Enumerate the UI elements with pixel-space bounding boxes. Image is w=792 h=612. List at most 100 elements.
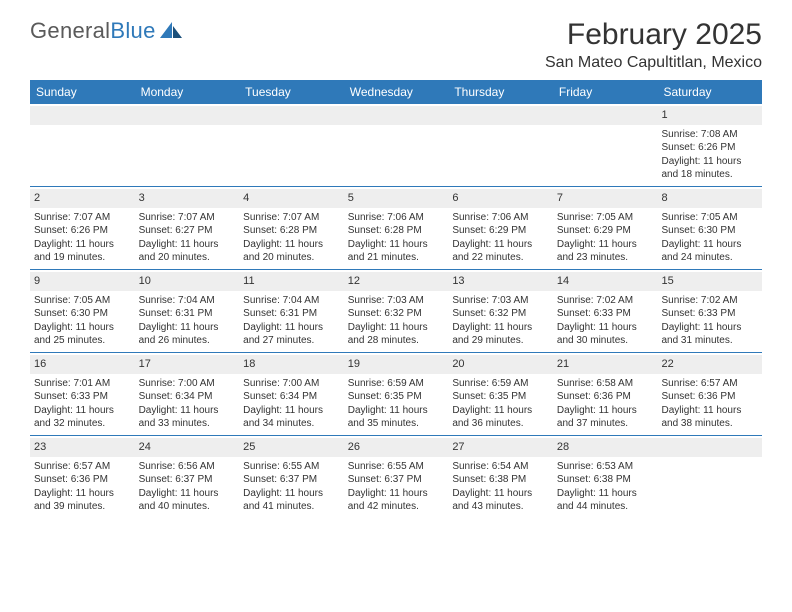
sunset-line: Sunset: 6:28 PM <box>348 224 445 238</box>
sunrise-line: Sunrise: 7:04 AM <box>139 294 236 308</box>
sunrise-line: Sunrise: 7:02 AM <box>661 294 758 308</box>
daylight-line: Daylight: 11 hours and 42 minutes. <box>348 487 445 514</box>
sunset-line: Sunset: 6:35 PM <box>348 390 445 404</box>
sunrise-line: Sunrise: 6:55 AM <box>243 460 340 474</box>
sunrise-line: Sunrise: 6:53 AM <box>557 460 654 474</box>
sunrise-line: Sunrise: 6:54 AM <box>452 460 549 474</box>
sunrise-line: Sunrise: 6:57 AM <box>34 460 131 474</box>
week-row: 23 Sunrise: 6:57 AMSunset: 6:36 PM Dayligh… <box>30 435 762 518</box>
sunrise-line: Sunrise: 7:03 AM <box>348 294 445 308</box>
empty-day <box>553 104 658 186</box>
daynum-bar-empty <box>239 106 344 125</box>
sunrise-line: Sunrise: 6:59 AM <box>348 377 445 391</box>
daylight-line: Daylight: 11 hours and 34 minutes. <box>243 404 340 431</box>
sunset-line: Sunset: 6:26 PM <box>661 141 758 155</box>
weekday-header: Sunday <box>30 80 135 104</box>
day-cell: 13Sunrise: 7:03 AMSunset: 6:32 PMDayligh… <box>448 270 553 352</box>
sunrise-line: Sunrise: 7:01 AM <box>34 377 131 391</box>
empty-day <box>239 104 344 186</box>
logo-word-2: Blue <box>110 18 155 44</box>
daylight-line: Daylight: 11 hours and 23 minutes. <box>557 238 654 265</box>
daylight-line: Daylight: 11 hours and 18 minutes. <box>661 155 758 182</box>
day-number: 6 <box>448 189 553 208</box>
sunset-line: Sunset: 6:29 PM <box>452 224 549 238</box>
day-cell: 16Sunrise: 7:01 AMSunset: 6:33 PMDayligh… <box>30 353 135 435</box>
week-row: 9Sunrise: 7:05 AMSunset: 6:30 PMDaylight… <box>30 269 762 352</box>
weekday-header: Tuesday <box>239 80 344 104</box>
sunset-line: Sunset: 6:30 PM <box>34 307 131 321</box>
day-number: 12 <box>344 272 449 291</box>
sunset-line: Sunset: 6:31 PM <box>243 307 340 321</box>
day-cell: 27 Sunrise: 6:54 AMSunset: 6:38 PMDayligh… <box>448 436 553 518</box>
daylight-line: Daylight: 11 hours and 19 minutes. <box>34 238 131 265</box>
day-number: 27 <box>448 438 553 457</box>
title-block: February 2025 San Mateo Capultitlan, Mex… <box>545 18 762 72</box>
weekday-header: Wednesday <box>344 80 449 104</box>
sunset-line: Sunset: 6:38 PM <box>557 473 654 487</box>
sunset-line: Sunset: 6:32 PM <box>452 307 549 321</box>
sunrise-line: Sunrise: 7:05 AM <box>34 294 131 308</box>
day-cell: 17Sunrise: 7:00 AMSunset: 6:34 PMDayligh… <box>135 353 240 435</box>
day-number: 5 <box>344 189 449 208</box>
empty-day <box>135 104 240 186</box>
daylight-line: Daylight: 11 hours and 30 minutes. <box>557 321 654 348</box>
sunset-line: Sunset: 6:32 PM <box>348 307 445 321</box>
daylight-line: Daylight: 11 hours and 44 minutes. <box>557 487 654 514</box>
day-number: 17 <box>135 355 240 374</box>
day-cell: 1Sunrise: 7:08 AMSunset: 6:26 PMDaylight… <box>657 104 762 186</box>
location-label: San Mateo Capultitlan, Mexico <box>545 54 762 72</box>
sunrise-line: Sunrise: 7:07 AM <box>243 211 340 225</box>
weekday-header: Thursday <box>448 80 553 104</box>
day-cell: 6Sunrise: 7:06 AMSunset: 6:29 PMDaylight… <box>448 187 553 269</box>
sunset-line: Sunset: 6:38 PM <box>452 473 549 487</box>
daylight-line: Daylight: 11 hours and 20 minutes. <box>243 238 340 265</box>
day-cell: 25Sunrise: 6:55 AMSunset: 6:37 PMDayligh… <box>239 436 344 518</box>
day-number: 21 <box>553 355 658 374</box>
day-cell: 4Sunrise: 7:07 AMSunset: 6:28 PMDaylight… <box>239 187 344 269</box>
day-cell: 28 Sunrise: 6:53 AMSunset: 6:38 PMDayligh… <box>553 436 658 518</box>
sunset-line: Sunset: 6:33 PM <box>557 307 654 321</box>
week-row: 16Sunrise: 7:01 AMSunset: 6:33 PMDayligh… <box>30 352 762 435</box>
day-number: 7 <box>553 189 658 208</box>
daylight-line: Daylight: 11 hours and 25 minutes. <box>34 321 131 348</box>
day-cell: 14Sunrise: 7:02 AMSunset: 6:33 PMDayligh… <box>553 270 658 352</box>
daylight-line: Daylight: 11 hours and 27 minutes. <box>243 321 340 348</box>
sunrise-line: Sunrise: 6:59 AM <box>452 377 549 391</box>
sunset-line: Sunset: 6:28 PM <box>243 224 340 238</box>
empty-day <box>344 104 449 186</box>
day-number: 25 <box>239 438 344 457</box>
day-number: 1 <box>657 106 762 125</box>
sunset-line: Sunset: 6:29 PM <box>557 224 654 238</box>
daylight-line: Daylight: 11 hours and 43 minutes. <box>452 487 549 514</box>
daylight-line: Daylight: 11 hours and 20 minutes. <box>139 238 236 265</box>
sunset-line: Sunset: 6:36 PM <box>34 473 131 487</box>
day-number: 28 <box>553 438 658 457</box>
day-number: 26 <box>344 438 449 457</box>
day-cell: 8Sunrise: 7:05 AMSunset: 6:30 PMDaylight… <box>657 187 762 269</box>
sunset-line: Sunset: 6:34 PM <box>139 390 236 404</box>
daylight-line: Daylight: 11 hours and 35 minutes. <box>348 404 445 431</box>
day-number: 19 <box>344 355 449 374</box>
day-cell: 22Sunrise: 6:57 AMSunset: 6:36 PMDayligh… <box>657 353 762 435</box>
sunset-line: Sunset: 6:36 PM <box>661 390 758 404</box>
day-cell: 18Sunrise: 7:00 AMSunset: 6:34 PMDayligh… <box>239 353 344 435</box>
daylight-line: Daylight: 11 hours and 41 minutes. <box>243 487 340 514</box>
weekday-header-row: SundayMondayTuesdayWednesdayThursdayFrid… <box>30 80 762 104</box>
empty-day <box>30 104 135 186</box>
day-cell: 23Sunrise: 6:57 AMSunset: 6:36 PMDayligh… <box>30 436 135 518</box>
day-number: 14 <box>553 272 658 291</box>
day-number: 16 <box>30 355 135 374</box>
daylight-line: Daylight: 11 hours and 37 minutes. <box>557 404 654 431</box>
day-number: 23 <box>30 438 135 457</box>
sunset-line: Sunset: 6:26 PM <box>34 224 131 238</box>
sunrise-line: Sunrise: 7:05 AM <box>661 211 758 225</box>
logo-sail-icon <box>160 22 184 40</box>
daylight-line: Daylight: 11 hours and 33 minutes. <box>139 404 236 431</box>
sunset-line: Sunset: 6:33 PM <box>661 307 758 321</box>
sunset-line: Sunset: 6:27 PM <box>139 224 236 238</box>
sunset-line: Sunset: 6:34 PM <box>243 390 340 404</box>
sunrise-line: Sunrise: 7:06 AM <box>348 211 445 225</box>
sunrise-line: Sunrise: 7:07 AM <box>34 211 131 225</box>
daylight-line: Daylight: 11 hours and 22 minutes. <box>452 238 549 265</box>
empty-day <box>657 436 762 518</box>
